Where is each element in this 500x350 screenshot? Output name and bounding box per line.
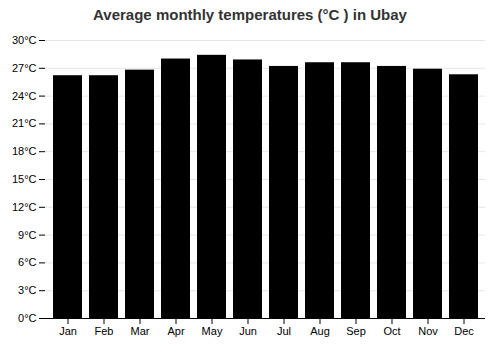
svg-text:Nov: Nov — [418, 325, 438, 337]
html-text:Average monthly temperatures (: Average monthly temperatures (°C ) in Ub… — [93, 6, 407, 23]
svg-text:9°C: 9°C — [18, 229, 37, 241]
svg-text:15°C: 15°C — [12, 173, 37, 185]
svg-text:Oct: Oct — [383, 325, 400, 337]
svg-text:24°C: 24°C — [12, 90, 37, 102]
svg-text:Jan: Jan — [59, 325, 77, 337]
svg-text:12°C: 12°C — [12, 201, 37, 213]
svg-text:30°C: 30°C — [12, 34, 37, 46]
svg-text:May: May — [202, 325, 223, 337]
svg-text:Feb: Feb — [95, 325, 114, 337]
svg-text:18°C: 18°C — [12, 145, 37, 157]
svg-text:3°C: 3°C — [18, 284, 37, 296]
svg-text:Aug: Aug — [310, 325, 330, 337]
svg-text:Jun: Jun — [239, 325, 257, 337]
svg-text:27°C: 27°C — [12, 62, 37, 74]
svg-text:0°C: 0°C — [18, 312, 37, 324]
svg-text:6°C: 6°C — [18, 256, 37, 268]
svg-text:Sep: Sep — [346, 325, 366, 337]
svg-text:21°C: 21°C — [12, 117, 37, 129]
svg-text:Jul: Jul — [277, 325, 291, 337]
svg-text:Apr: Apr — [167, 325, 184, 337]
svg-text:Dec: Dec — [454, 325, 474, 337]
svg-text:Mar: Mar — [131, 325, 150, 337]
